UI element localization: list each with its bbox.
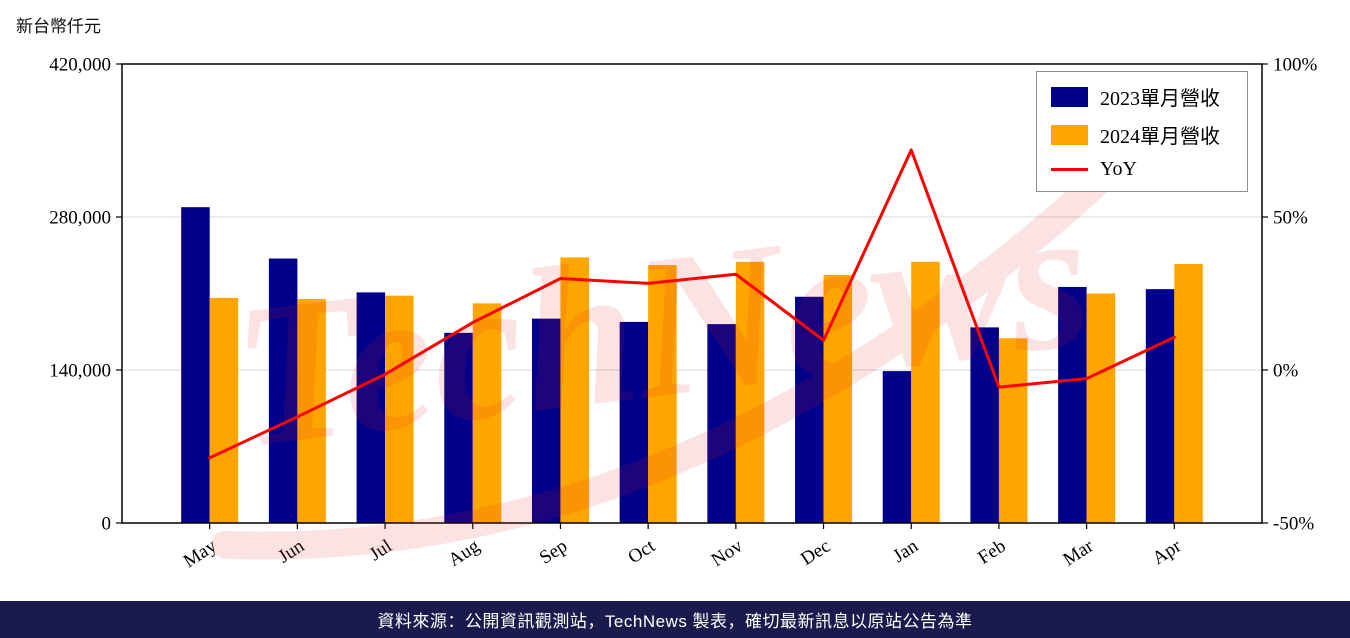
- svg-text:100%: 100%: [1273, 55, 1318, 76]
- svg-text:-50%: -50%: [1273, 514, 1314, 535]
- legend-item-2024: 2024單月營收: [1051, 120, 1233, 149]
- svg-text:Feb: Feb: [974, 536, 1009, 569]
- svg-text:Dec: Dec: [797, 536, 834, 570]
- svg-text:Jun: Jun: [275, 535, 309, 567]
- legend-item-2023: 2023單月營收: [1051, 82, 1233, 111]
- chart-legend: 2023單月營收 2024單月營收 YoY: [1036, 71, 1248, 192]
- legend-swatch-2023: [1051, 86, 1088, 107]
- svg-text:Aug: Aug: [445, 535, 484, 571]
- svg-text:Mar: Mar: [1059, 535, 1098, 570]
- legend-swatch-yoy-line: [1051, 168, 1088, 171]
- legend-swatch-2024: [1051, 124, 1088, 145]
- svg-text:Apr: Apr: [1149, 535, 1186, 569]
- legend-label-2023: 2023單月營收: [1100, 88, 1220, 110]
- svg-text:Nov: Nov: [708, 535, 747, 571]
- svg-text:0: 0: [102, 514, 112, 535]
- svg-text:50%: 50%: [1273, 208, 1308, 229]
- legend-label-2024: 2024單月營收: [1100, 126, 1220, 148]
- legend-item-yoy: YoY: [1051, 158, 1233, 181]
- source-footer: 資料來源：公開資訊觀測站，TechNews 製表，確切最新訊息以原站公告為準: [0, 601, 1350, 638]
- svg-text:420,000: 420,000: [49, 55, 111, 76]
- svg-text:Jan: Jan: [889, 535, 922, 567]
- svg-text:140,000: 140,000: [49, 361, 111, 382]
- svg-text:0%: 0%: [1273, 361, 1299, 382]
- y-axis-unit-label: 新台幣仟元: [16, 17, 101, 36]
- svg-text:May: May: [180, 535, 221, 572]
- revenue-chart-canvas: 0 140,000 280,000 420,000 -50% 0% 50% 100% May Ju…: [49, 55, 1318, 573]
- svg-text:Oct: Oct: [624, 535, 659, 568]
- legend-label-yoy: YoY: [1100, 158, 1137, 180]
- svg-text:Jul: Jul: [366, 536, 396, 566]
- svg-text:280,000: 280,000: [49, 208, 111, 229]
- svg-text:Sep: Sep: [536, 536, 571, 569]
